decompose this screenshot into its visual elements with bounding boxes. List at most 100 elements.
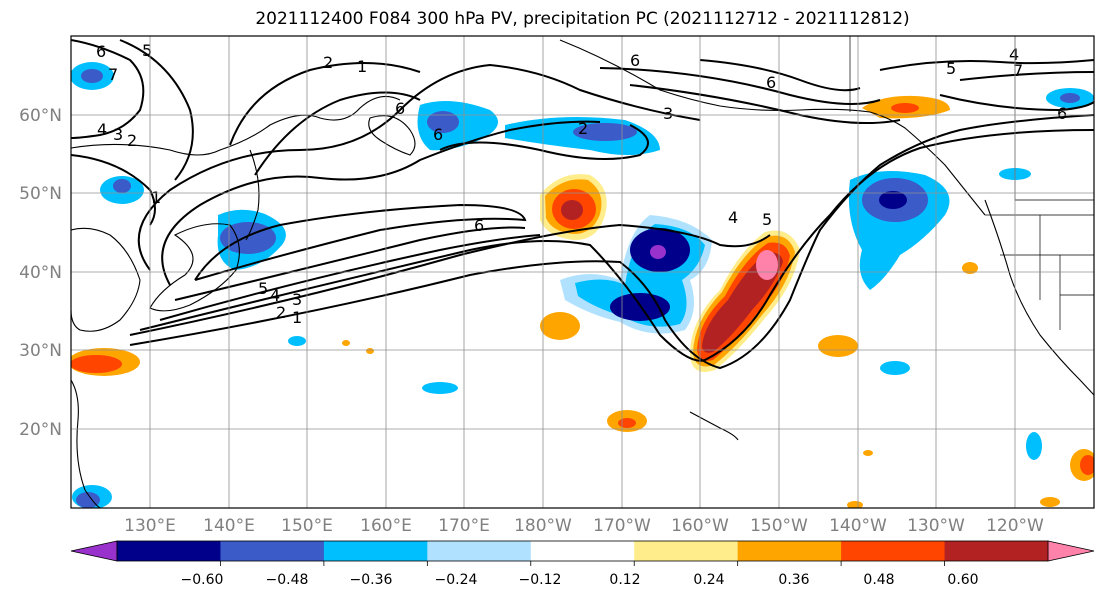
- colorbar-tick-labels: −0.60 −0.48 −0.36 −0.24 −0.12 0.12 0.24 …: [181, 572, 979, 588]
- lon-label: 140°E: [203, 516, 255, 536]
- pv-contour: [959, 71, 1094, 81]
- pos-precip-area: [366, 348, 374, 354]
- pv-contour: [119, 39, 194, 181]
- contour-label: 4: [728, 208, 738, 227]
- map-frame: [70, 35, 1095, 509]
- pv-contour: [599, 67, 881, 105]
- contour-label: 2: [323, 53, 333, 72]
- pv-contour: [879, 59, 1094, 71]
- lat-label: 20°N: [19, 420, 62, 440]
- neg-precip-area: [1026, 432, 1042, 460]
- colorbar-segment: [427, 541, 532, 561]
- colorbar-segment: [117, 541, 221, 561]
- colorbar-tick-label: −0.60: [181, 572, 224, 588]
- pos-precip-max: [756, 250, 778, 280]
- pos-precip-area: [540, 312, 580, 340]
- contour-label: 6: [1057, 104, 1067, 123]
- neg-precip-peak: [650, 245, 666, 259]
- lon-label: 130°W: [907, 516, 965, 536]
- pv-contours: [71, 39, 1094, 370]
- pos-precip-peak: [561, 200, 583, 220]
- lon-label: 120°W: [986, 516, 1044, 536]
- neg-precip-core: [76, 492, 100, 508]
- lon-label: 160°W: [671, 516, 729, 536]
- pos-precip-area: [342, 340, 350, 346]
- pv-contour: [129, 114, 1094, 370]
- neg-precip-core: [573, 123, 637, 141]
- contour-label: 6: [96, 42, 106, 61]
- neg-precip-core: [1060, 93, 1080, 103]
- colorbar-segment: [530, 541, 635, 561]
- pos-precip-area: [962, 262, 978, 274]
- map-title: 2021112400 F084 300 hPa PV, precipitatio…: [255, 9, 910, 29]
- neg-precip-peak: [879, 191, 907, 209]
- contour-label: 2: [127, 131, 137, 150]
- pos-precip-area: [847, 501, 863, 508]
- neg-precip-core: [427, 111, 459, 133]
- colorbar-tick-label: −0.24: [435, 572, 478, 588]
- pv-contour: [137, 63, 701, 271]
- lat-label: 30°N: [19, 341, 62, 361]
- pv-contour: [129, 223, 771, 336]
- colorbar-tick-label: 0.24: [693, 572, 724, 588]
- contour-label: 4: [97, 120, 107, 139]
- coastline-philippines: [71, 379, 101, 508]
- neg-precip-core: [610, 293, 670, 321]
- contour-label: 3: [292, 290, 302, 309]
- colorbar-tick-label: −0.48: [266, 572, 309, 588]
- colorbar: −0.60 −0.48 −0.36 −0.24 −0.12 0.12 0.24 …: [70, 540, 1095, 588]
- contour-label: 4: [1009, 45, 1019, 64]
- lat-label: 60°N: [19, 106, 62, 126]
- colorbar-segment: [841, 541, 946, 561]
- lat-axis: 60°N 50°N 40°N 30°N 20°N: [19, 106, 62, 440]
- neg-precip-core: [220, 222, 276, 254]
- colorbar-segment: [220, 541, 325, 561]
- pos-precip-core: [891, 103, 919, 113]
- contour-label: 4: [270, 286, 280, 305]
- pv-contour: [161, 120, 601, 286]
- coastline-korea-china: [71, 227, 141, 332]
- lon-label: 170°W: [593, 516, 651, 536]
- contour-label: 7: [108, 65, 118, 84]
- lon-label: 150°W: [750, 516, 808, 536]
- pos-precip-core: [618, 418, 636, 428]
- coastline-alaska: [559, 39, 986, 216]
- lon-label: 150°E: [281, 516, 333, 536]
- lon-label: 130°E: [124, 516, 176, 536]
- contour-label: 6: [395, 99, 405, 118]
- pv-contour: [254, 91, 421, 176]
- coastline-kamchatka: [368, 115, 416, 156]
- colorbar-tick-label: 0.48: [863, 572, 894, 588]
- pv-contour: [939, 94, 1094, 112]
- colorbar-tick-label: −0.12: [519, 572, 562, 588]
- pos-precip-area: [863, 450, 873, 456]
- colorbar-segment: [737, 541, 842, 561]
- coastline-asia-north: [71, 95, 401, 156]
- contour-label: 5: [762, 210, 772, 229]
- neg-precip-core: [81, 69, 103, 83]
- contour-label: 6: [433, 125, 443, 144]
- colorbar-extend-max: [1047, 540, 1095, 562]
- contour-label: 3: [663, 104, 673, 123]
- pos-precip-area: [818, 335, 858, 357]
- coastline-sakhalin: [245, 149, 260, 241]
- contour-label: 2: [276, 303, 286, 322]
- pv-contour: [439, 124, 649, 160]
- colorbar-frame: [116, 540, 1049, 562]
- neg-precip-core: [113, 179, 131, 193]
- pv-contour: [139, 129, 1094, 362]
- contour-label: 5: [142, 41, 152, 60]
- lat-label: 50°N: [19, 184, 62, 204]
- neg-precip-area: [288, 336, 306, 346]
- colorbar-segment: [634, 541, 739, 561]
- coastline-japan: [149, 223, 240, 312]
- colorbar-tick-label: 0.12: [609, 572, 640, 588]
- lon-label: 180°W: [514, 516, 572, 536]
- neg-precip-area: [422, 382, 458, 394]
- contour-label: 5: [946, 59, 956, 78]
- contour-label: 1: [151, 188, 161, 207]
- lon-label: 140°W: [829, 516, 887, 536]
- coastline-hawaii: [689, 411, 739, 441]
- contour-label: 6: [766, 73, 776, 92]
